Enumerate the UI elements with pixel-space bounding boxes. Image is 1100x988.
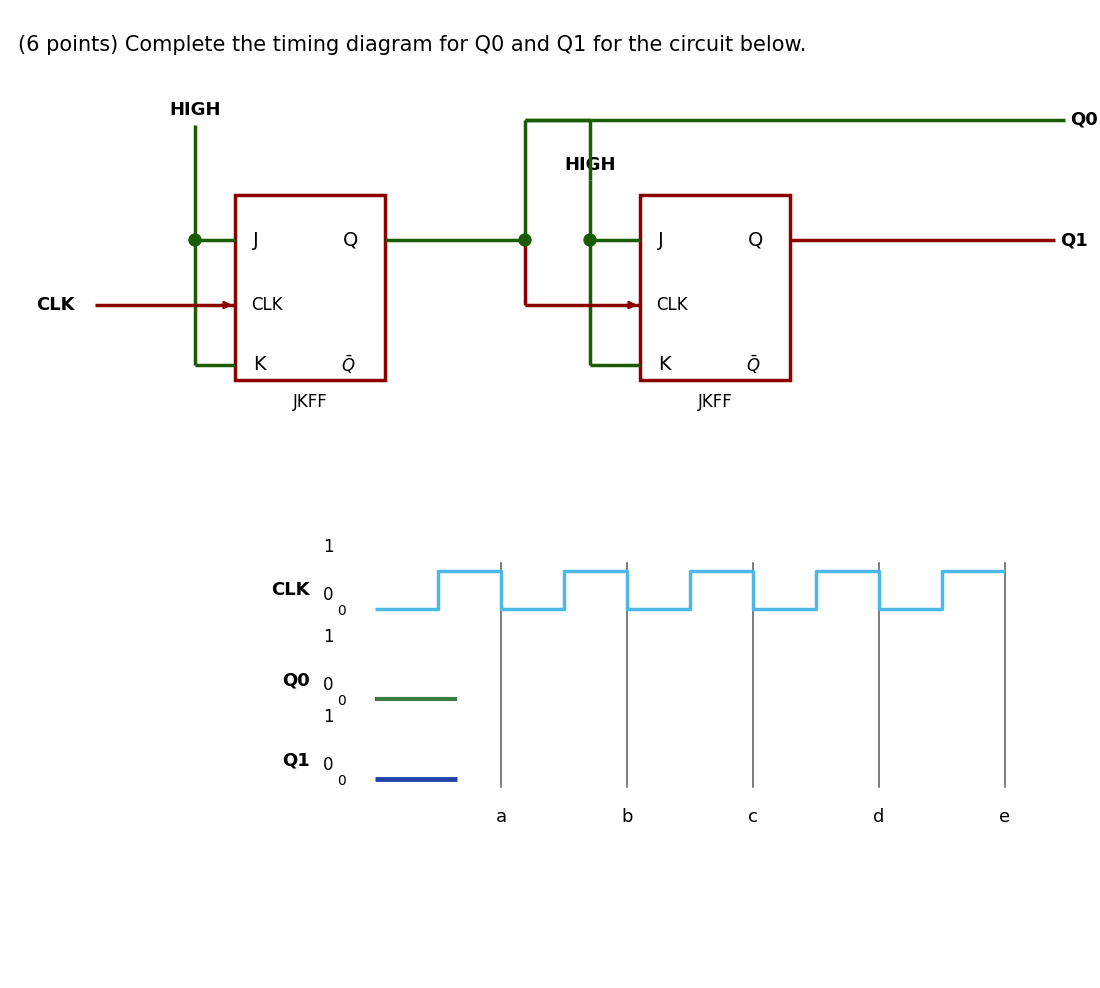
- Text: Q: Q: [748, 230, 763, 250]
- Text: CLK: CLK: [656, 296, 688, 314]
- Text: $\bar{Q}$: $\bar{Q}$: [341, 354, 355, 376]
- Text: a: a: [495, 808, 507, 826]
- Text: K: K: [253, 356, 265, 374]
- Text: CLK: CLK: [272, 581, 310, 599]
- Text: 1: 1: [322, 538, 333, 556]
- Text: Q1: Q1: [1060, 231, 1088, 249]
- Text: CLK: CLK: [36, 296, 75, 314]
- Text: J: J: [253, 230, 258, 250]
- Text: c: c: [748, 808, 758, 826]
- Text: HIGH: HIGH: [564, 156, 616, 174]
- Text: JKFF: JKFF: [697, 393, 733, 411]
- Text: $\bar{Q}$: $\bar{Q}$: [746, 354, 760, 376]
- Circle shape: [189, 234, 201, 246]
- Bar: [640, 195, 790, 380]
- Text: HIGH: HIGH: [169, 101, 221, 119]
- Text: 0: 0: [322, 586, 333, 604]
- Text: Q0: Q0: [283, 671, 310, 689]
- Text: 0: 0: [322, 676, 333, 694]
- Text: 1: 1: [322, 708, 333, 726]
- Text: b: b: [621, 808, 632, 826]
- Text: 0: 0: [338, 604, 346, 618]
- Text: 1: 1: [322, 628, 333, 646]
- Text: (6 points) Complete the timing diagram for Q0 and Q1 for the circuit below.: (6 points) Complete the timing diagram f…: [18, 35, 806, 55]
- Circle shape: [519, 234, 531, 246]
- Circle shape: [584, 234, 596, 246]
- Text: e: e: [1000, 808, 1011, 826]
- Text: Q: Q: [343, 230, 359, 250]
- Text: J: J: [658, 230, 663, 250]
- Text: Q1: Q1: [283, 751, 310, 769]
- Text: JKFF: JKFF: [293, 393, 328, 411]
- Text: 0: 0: [322, 756, 333, 774]
- Text: Q0: Q0: [1070, 111, 1098, 129]
- Text: CLK: CLK: [251, 296, 283, 314]
- Bar: [235, 195, 385, 380]
- Text: d: d: [873, 808, 884, 826]
- Text: K: K: [658, 356, 671, 374]
- Text: 0: 0: [338, 774, 346, 788]
- Text: 0: 0: [338, 694, 346, 708]
